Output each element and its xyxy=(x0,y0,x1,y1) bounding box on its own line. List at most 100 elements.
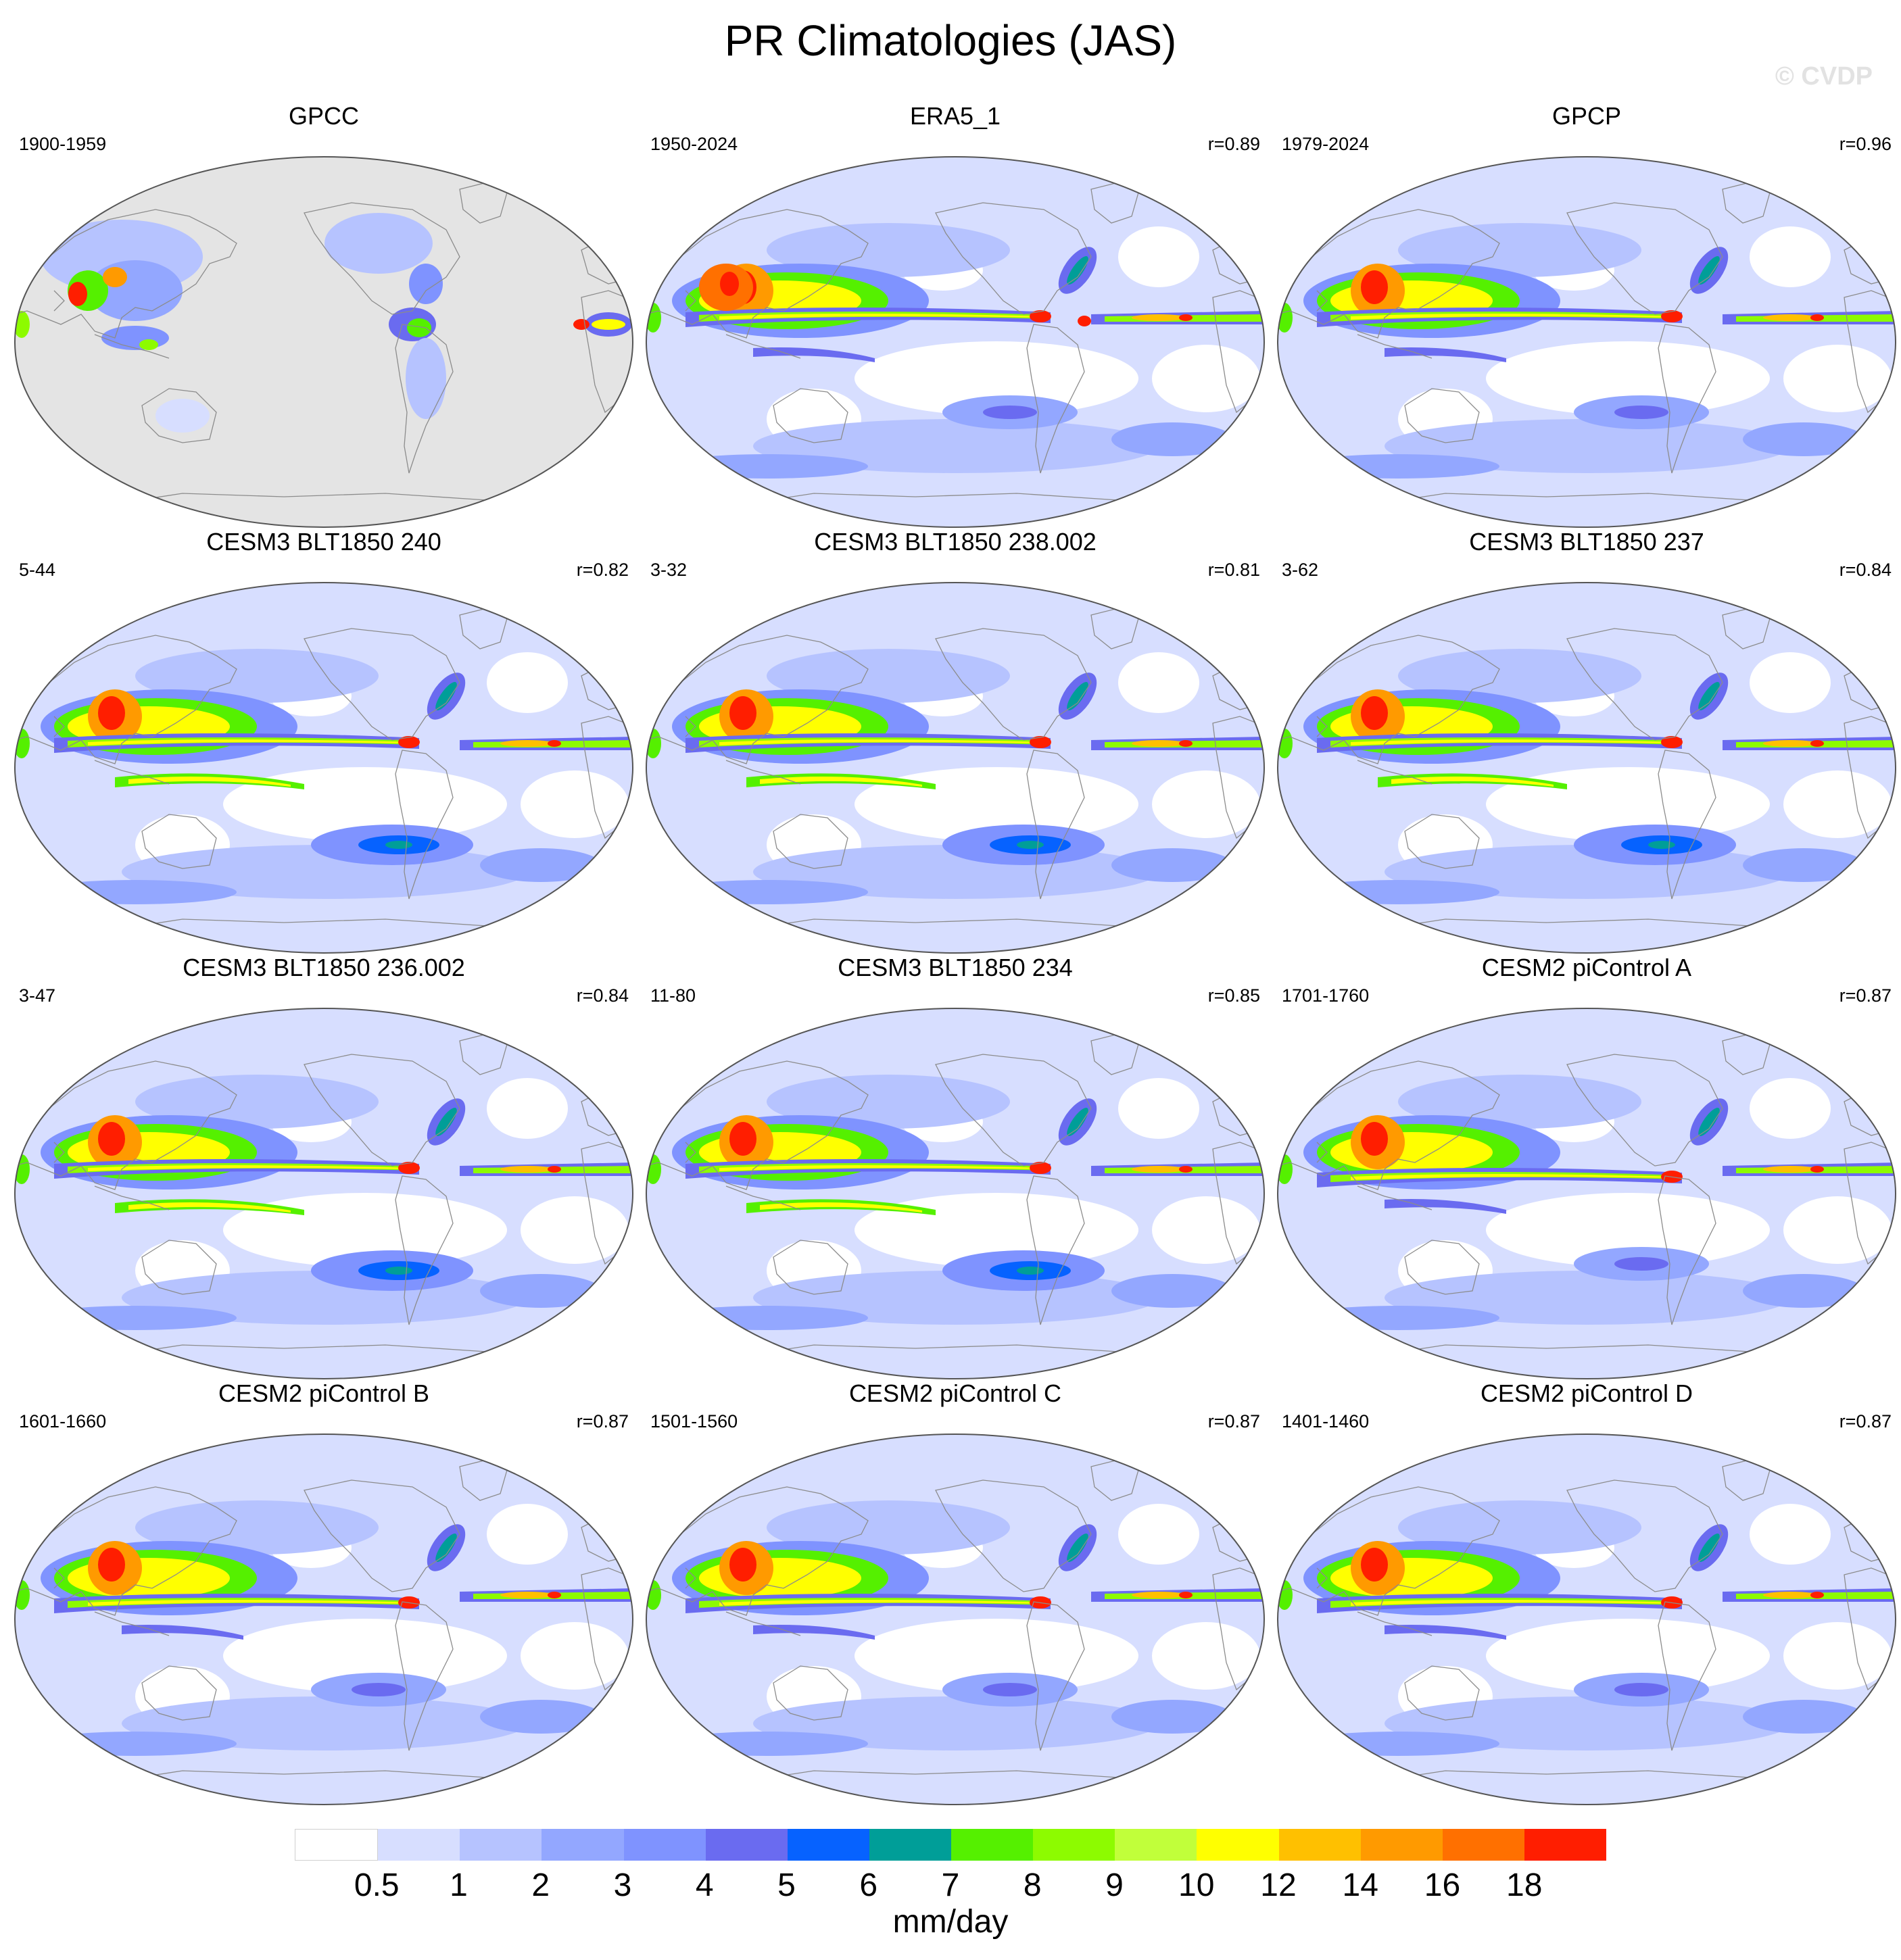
monsoon-region xyxy=(729,1122,756,1156)
storm-track xyxy=(665,454,868,479)
monsoon-region xyxy=(1361,270,1388,304)
gulf-stream xyxy=(1698,1108,1720,1136)
coastline xyxy=(1357,334,1433,359)
storm-track xyxy=(1743,848,1864,882)
storm-track xyxy=(1743,1700,1864,1734)
storm-track xyxy=(34,1306,237,1330)
itcz-peak xyxy=(398,736,420,748)
colorbar-swatch xyxy=(378,1829,460,1861)
atlantic-peak xyxy=(500,1592,554,1598)
dry-zone xyxy=(1118,1504,1199,1565)
colorbar-swatch xyxy=(295,1829,379,1861)
colorbar-swatch xyxy=(542,1829,624,1861)
panel-period: 3-32 xyxy=(650,560,688,580)
colorbar-tick-label: 16 xyxy=(1424,1867,1461,1903)
monsoon-region xyxy=(720,272,739,296)
storm-track xyxy=(1614,1257,1668,1271)
colorbar-units: mm/day xyxy=(892,1904,1009,1940)
precip-region xyxy=(101,326,169,350)
atlantic-peak xyxy=(1179,314,1193,321)
dry-zone xyxy=(1118,1078,1199,1139)
monsoon-region xyxy=(98,1548,125,1582)
panel-title: CESM3 BLT1850 237 xyxy=(1469,528,1704,556)
storm-track xyxy=(385,841,412,849)
gulf-stream xyxy=(1067,682,1088,710)
panel-title: CESM3 BLT1850 236.002 xyxy=(183,954,465,981)
gulf-stream xyxy=(1067,1534,1088,1562)
map-content xyxy=(1278,583,1896,953)
map-border xyxy=(646,1434,1265,1805)
precip-region xyxy=(407,318,431,337)
dry-zone xyxy=(521,1622,629,1690)
storm-track xyxy=(352,1683,406,1696)
dry-zone xyxy=(521,1196,629,1264)
atlantic-peak xyxy=(1810,740,1824,747)
dry-zone xyxy=(223,1619,507,1693)
storm-track xyxy=(1614,1683,1668,1696)
coastline xyxy=(935,1479,1092,1592)
precip-region xyxy=(68,282,87,306)
colorbar-swatch xyxy=(869,1829,951,1861)
coastline xyxy=(53,716,65,737)
colorbar-swatch xyxy=(1524,1829,1606,1861)
dry-zone xyxy=(1783,1196,1892,1264)
precipitation-map xyxy=(646,1008,1265,1379)
storm-track xyxy=(983,406,1037,419)
storm-track xyxy=(767,649,1010,703)
gulf-stream xyxy=(1698,682,1720,710)
map-border xyxy=(1277,156,1896,528)
monsoon-region xyxy=(1361,1548,1388,1582)
monsoon-region xyxy=(729,696,756,730)
dry-zone xyxy=(1783,1622,1892,1690)
precipitation-map xyxy=(1277,1008,1896,1379)
itcz-band xyxy=(1351,1600,1675,1606)
panel-period: 1601-1660 xyxy=(19,1411,107,1431)
spcz-band xyxy=(1391,776,1554,787)
panel-title: CESM3 BLT1850 238.002 xyxy=(814,528,1097,556)
coastline xyxy=(94,760,170,785)
coastline xyxy=(395,324,454,474)
colorbar-tick-label: 18 xyxy=(1506,1867,1543,1903)
precip-region xyxy=(406,338,446,419)
precipitation-map xyxy=(14,1008,633,1379)
map-content xyxy=(15,157,633,527)
panel-period: 1950-2024 xyxy=(650,134,738,154)
panel-period: 5-44 xyxy=(19,560,56,580)
colorbar-tick-label: 10 xyxy=(1178,1867,1215,1903)
itcz-band xyxy=(1351,739,1675,745)
dry-zone xyxy=(521,770,629,838)
precipitation-map xyxy=(646,582,1265,954)
panel-correlation: r=0.87 xyxy=(1207,1411,1260,1431)
coastline xyxy=(395,1601,454,1751)
coastline xyxy=(15,1486,237,1616)
panel-correlation: r=0.87 xyxy=(1839,985,1892,1006)
map-panel: CESM3 BLT1850 236.002 3-47 r=0.84 xyxy=(9,953,638,1380)
panel-period: 1900-1959 xyxy=(19,134,107,154)
coastline xyxy=(1566,1479,1723,1592)
storm-track xyxy=(767,1075,1010,1129)
itcz-band xyxy=(1330,1598,1682,1608)
dry-zone xyxy=(1152,1622,1260,1690)
atlantic-peak xyxy=(1179,1166,1193,1173)
gulf-stream xyxy=(1698,256,1720,285)
dry-zone xyxy=(487,652,568,713)
coastline xyxy=(15,635,237,764)
itcz-band xyxy=(719,1600,1044,1606)
colorbar-swatch xyxy=(1033,1829,1115,1861)
coastline xyxy=(1026,1175,1085,1325)
itcz-band xyxy=(68,737,419,748)
precipitation-map xyxy=(1277,1434,1896,1805)
spcz-band xyxy=(1385,347,1506,362)
dry-zone xyxy=(487,1078,568,1139)
dry-zone xyxy=(1486,1193,1770,1267)
atlantic-peak xyxy=(1763,1592,1817,1598)
storm-track xyxy=(135,1075,379,1129)
dry-zone xyxy=(1152,770,1260,838)
colorbar-tick-label: 4 xyxy=(695,1867,714,1903)
colorbar xyxy=(295,1829,1606,1861)
itcz-band xyxy=(1351,314,1675,320)
dry-zone xyxy=(1152,345,1260,412)
spcz-band xyxy=(760,1202,922,1212)
coastline xyxy=(935,1054,1092,1167)
storm-track xyxy=(1297,1306,1499,1330)
